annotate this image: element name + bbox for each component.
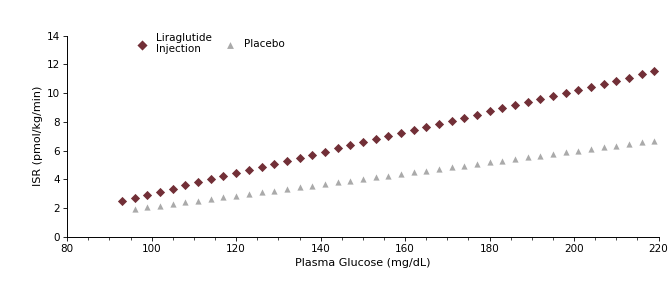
Placebo: [408, 170, 419, 175]
Placebo: [472, 162, 482, 166]
Liraglutide
Injection: [433, 121, 444, 126]
Liraglutide
Injection: [332, 146, 343, 151]
Placebo: [636, 140, 647, 145]
Placebo: [307, 183, 318, 188]
Placebo: [294, 185, 305, 190]
Placebo: [269, 188, 280, 193]
Placebo: [180, 200, 191, 205]
Placebo: [611, 143, 622, 148]
Liraglutide
Injection: [383, 134, 394, 139]
Liraglutide
Injection: [522, 100, 533, 104]
Liraglutide
Injection: [560, 91, 571, 95]
Placebo: [548, 152, 558, 156]
Placebo: [155, 203, 165, 208]
Placebo: [370, 175, 381, 180]
Placebo: [282, 186, 292, 191]
Liraglutide
Injection: [218, 174, 229, 178]
Liraglutide
Injection: [294, 155, 305, 160]
Placebo: [142, 205, 153, 210]
Liraglutide
Injection: [509, 103, 520, 108]
Liraglutide
Injection: [497, 106, 507, 111]
Placebo: [193, 198, 204, 203]
Placebo: [332, 180, 343, 185]
Liraglutide
Injection: [167, 186, 178, 191]
Liraglutide
Injection: [459, 115, 470, 120]
Placebo: [206, 197, 216, 201]
X-axis label: Plasma Glucose (mg/dL): Plasma Glucose (mg/dL): [295, 258, 431, 268]
Y-axis label: ISR (pmol/kg/min): ISR (pmol/kg/min): [33, 86, 43, 186]
Placebo: [624, 142, 634, 147]
Liraglutide
Injection: [282, 158, 292, 163]
Placebo: [358, 176, 368, 181]
Placebo: [230, 193, 241, 198]
Legend: Liraglutide
Injection, Placebo: Liraglutide Injection, Placebo: [132, 33, 284, 54]
Liraglutide
Injection: [307, 152, 318, 157]
Liraglutide
Injection: [598, 81, 609, 86]
Placebo: [167, 202, 178, 206]
Liraglutide
Injection: [256, 165, 267, 169]
Liraglutide
Injection: [535, 97, 546, 102]
Placebo: [319, 181, 330, 186]
Placebo: [649, 138, 660, 143]
Placebo: [421, 168, 431, 173]
Liraglutide
Injection: [142, 192, 153, 197]
Liraglutide
Injection: [345, 143, 355, 148]
Liraglutide
Injection: [421, 125, 431, 129]
Placebo: [509, 157, 520, 161]
Liraglutide
Injection: [472, 112, 482, 117]
Liraglutide
Injection: [585, 84, 596, 89]
Placebo: [522, 155, 533, 160]
Liraglutide
Injection: [396, 131, 407, 135]
Placebo: [573, 148, 584, 153]
Liraglutide
Injection: [117, 199, 128, 203]
Placebo: [497, 158, 507, 163]
Liraglutide
Injection: [230, 171, 241, 176]
Placebo: [459, 163, 470, 168]
Placebo: [446, 165, 457, 170]
Liraglutide
Injection: [649, 69, 660, 74]
Liraglutide
Injection: [611, 78, 622, 83]
Placebo: [218, 195, 229, 200]
Liraglutide
Injection: [548, 94, 558, 98]
Liraglutide
Injection: [624, 75, 634, 80]
Liraglutide
Injection: [485, 109, 495, 114]
Liraglutide
Injection: [408, 128, 419, 132]
Placebo: [535, 153, 546, 158]
Placebo: [585, 147, 596, 152]
Liraglutide
Injection: [319, 149, 330, 154]
Liraglutide
Injection: [636, 72, 647, 77]
Placebo: [383, 173, 394, 178]
Placebo: [598, 145, 609, 150]
Placebo: [256, 190, 267, 194]
Liraglutide
Injection: [243, 168, 254, 172]
Placebo: [345, 178, 355, 183]
Liraglutide
Injection: [206, 177, 216, 182]
Placebo: [433, 167, 444, 171]
Placebo: [560, 150, 571, 155]
Placebo: [485, 160, 495, 165]
Liraglutide
Injection: [370, 137, 381, 141]
Placebo: [130, 206, 140, 211]
Placebo: [396, 172, 407, 176]
Liraglutide
Injection: [358, 140, 368, 145]
Liraglutide
Injection: [180, 183, 191, 188]
Liraglutide
Injection: [130, 195, 140, 200]
Liraglutide
Injection: [155, 189, 165, 194]
Liraglutide
Injection: [446, 118, 457, 123]
Liraglutide
Injection: [269, 162, 280, 166]
Liraglutide
Injection: [193, 180, 204, 185]
Placebo: [243, 192, 254, 196]
Liraglutide
Injection: [573, 88, 584, 92]
